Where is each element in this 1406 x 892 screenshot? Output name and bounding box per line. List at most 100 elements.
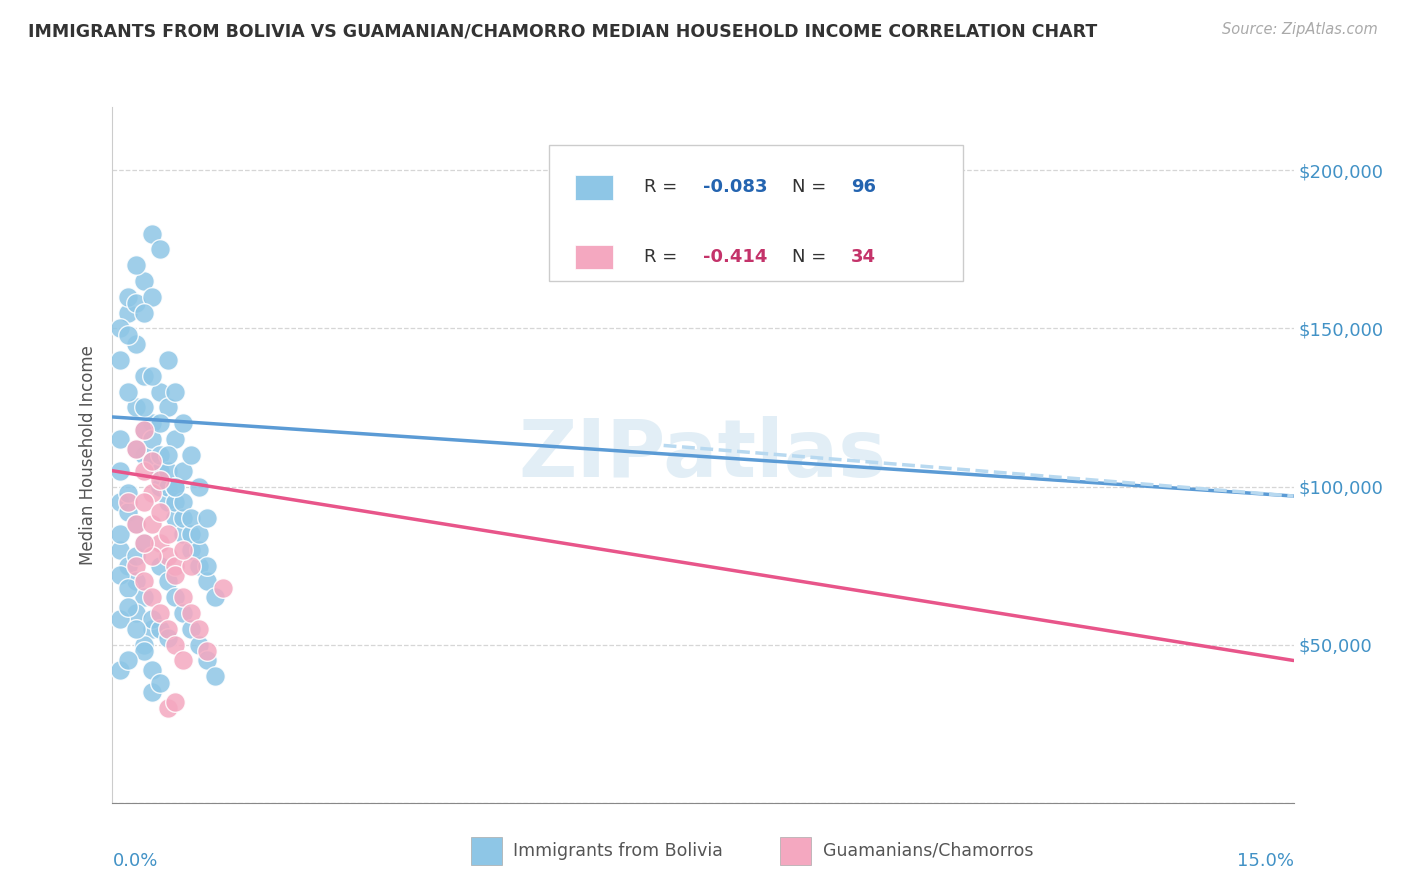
Point <box>211 581 233 595</box>
Point <box>141 685 163 699</box>
Point <box>149 622 172 636</box>
Point <box>125 442 148 456</box>
Point <box>117 599 139 614</box>
Point <box>180 542 202 557</box>
Point <box>165 432 187 446</box>
Point <box>125 622 148 636</box>
Point <box>117 327 139 342</box>
Point <box>117 305 139 319</box>
Point <box>149 473 172 487</box>
Point <box>132 638 155 652</box>
Point <box>165 591 187 605</box>
Point <box>141 591 163 605</box>
Point <box>172 511 194 525</box>
Point <box>141 454 163 468</box>
Point <box>132 591 155 605</box>
Point <box>141 486 163 500</box>
Point <box>156 401 179 415</box>
Point <box>165 495 187 509</box>
Point <box>180 622 202 636</box>
Text: 96: 96 <box>851 178 876 196</box>
Point <box>156 448 179 462</box>
Point <box>156 353 179 368</box>
Point <box>156 622 179 636</box>
Point <box>141 227 163 241</box>
Point <box>125 442 148 456</box>
Point <box>141 517 163 532</box>
Y-axis label: Median Household Income: Median Household Income <box>79 345 97 565</box>
Point <box>125 517 148 532</box>
Text: N =: N = <box>792 178 831 196</box>
Point <box>156 574 179 589</box>
Point <box>204 669 226 683</box>
Text: R =: R = <box>644 248 683 266</box>
Point <box>117 505 139 519</box>
Point <box>149 448 172 462</box>
FancyBboxPatch shape <box>575 244 613 269</box>
Point <box>149 558 172 573</box>
Point <box>125 549 148 563</box>
Point <box>110 464 132 478</box>
Point <box>125 337 148 351</box>
Point <box>132 305 155 319</box>
Point <box>132 644 155 658</box>
Point <box>117 581 139 595</box>
Point <box>110 495 132 509</box>
Point <box>132 274 155 288</box>
Point <box>132 423 155 437</box>
Point <box>180 558 202 573</box>
FancyBboxPatch shape <box>575 175 613 200</box>
Point <box>149 243 172 257</box>
Point <box>125 574 148 589</box>
Point <box>117 384 139 399</box>
Point <box>195 558 218 573</box>
Point <box>141 432 163 446</box>
Point <box>132 574 155 589</box>
Point <box>165 511 187 525</box>
Point <box>149 505 172 519</box>
Point <box>132 495 155 509</box>
Point <box>188 622 211 636</box>
Point <box>149 384 172 399</box>
Point <box>172 653 194 667</box>
Point <box>188 542 211 557</box>
Point <box>165 568 187 582</box>
Point <box>156 527 179 541</box>
Point <box>149 479 172 493</box>
Point <box>110 663 132 677</box>
Point <box>110 612 132 626</box>
Point <box>180 606 202 620</box>
Point <box>165 695 187 709</box>
Point <box>195 644 218 658</box>
Text: N =: N = <box>792 248 831 266</box>
Point <box>110 432 132 446</box>
Point <box>204 591 226 605</box>
Point <box>156 632 179 646</box>
Text: -0.083: -0.083 <box>703 178 768 196</box>
Text: Immigrants from Bolivia: Immigrants from Bolivia <box>513 842 723 860</box>
Point <box>172 542 194 557</box>
Point <box>172 591 194 605</box>
Text: Guamanians/Chamorros: Guamanians/Chamorros <box>823 842 1033 860</box>
Point <box>125 606 148 620</box>
Point <box>110 542 132 557</box>
Point <box>156 549 179 563</box>
Point <box>141 663 163 677</box>
Point <box>188 638 211 652</box>
Point <box>141 622 163 636</box>
Point <box>188 479 211 493</box>
Point <box>141 612 163 626</box>
Point <box>149 464 172 478</box>
Point <box>165 479 187 493</box>
Point <box>172 495 194 509</box>
Point <box>141 368 163 383</box>
Point <box>117 495 139 509</box>
Point <box>165 558 187 573</box>
Point <box>132 401 155 415</box>
Point <box>172 527 194 541</box>
Point <box>132 423 155 437</box>
Text: 34: 34 <box>851 248 876 266</box>
Text: -0.414: -0.414 <box>703 248 768 266</box>
Point <box>125 258 148 272</box>
Point <box>117 290 139 304</box>
